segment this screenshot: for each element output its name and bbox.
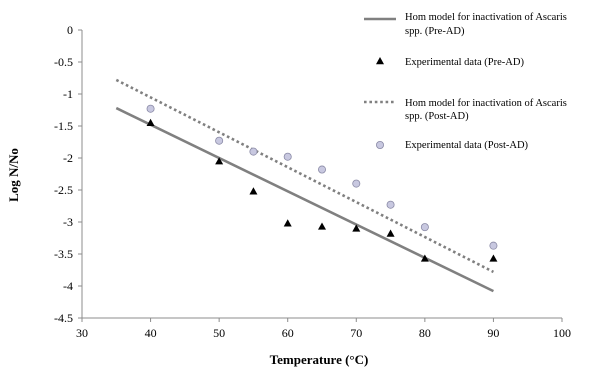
x-tick-label: 30: [76, 326, 88, 340]
series-line: [115, 78, 495, 274]
data-point: [489, 241, 498, 250]
y-tick-label: -3: [63, 215, 73, 229]
series-layer: [115, 78, 498, 293]
y-tick-label: -2.5: [54, 183, 73, 197]
series-2: [115, 78, 495, 274]
tick-labels: 30 40 50 60 70 80 90 100 0 -0.5 -1 -1.5 -2 -2.5 -3 -3.5…: [54, 23, 571, 340]
data-point: [489, 254, 498, 262]
y-axis-title: Log N/No: [6, 148, 21, 202]
y-tick-label: -0.5: [54, 55, 73, 69]
data-point: [283, 152, 292, 161]
data-point: [352, 179, 361, 188]
x-tick-label: 40: [145, 326, 157, 340]
legend-marker-swatch: [376, 57, 384, 65]
x-tick-label: 70: [350, 326, 362, 340]
x-tick-label: 80: [419, 326, 431, 340]
legend: Hom model for inactivation of Ascaris spp…: [364, 12, 567, 151]
y-tick-label: -1: [63, 87, 73, 101]
legend-label: spp. (Pre-AD): [405, 26, 465, 37]
y-tick-label: -2: [63, 151, 73, 165]
x-tick-label: 100: [553, 326, 571, 340]
legend-label: spp. (Post-AD): [405, 111, 469, 122]
legend-entry-1: Experimental data (Pre-AD): [376, 57, 524, 68]
data-point: [215, 157, 224, 165]
legend-label: Hom model for inactivation of Ascaris: [405, 98, 567, 109]
data-point: [249, 187, 258, 195]
x-tick-label: 90: [487, 326, 499, 340]
series-0: [115, 106, 494, 293]
y-tick-label: -4: [63, 279, 73, 293]
data-point: [249, 147, 258, 156]
axes: [78, 29, 563, 322]
x-tick-label: 60: [282, 326, 294, 340]
y-tick-label: 0: [67, 23, 73, 37]
data-point: [283, 219, 292, 227]
data-point: [352, 224, 361, 232]
series-3: [146, 104, 498, 250]
series-line: [115, 106, 494, 293]
y-tick-label: -3.5: [54, 247, 73, 261]
data-point: [420, 223, 429, 232]
data-point: [146, 118, 155, 126]
legend-marker-swatch: [375, 140, 384, 149]
data-point: [420, 254, 429, 262]
x-tick-label: 50: [213, 326, 225, 340]
x-axis-title: Temperature (°C): [270, 352, 369, 367]
y-tick-label: -4.5: [54, 311, 73, 325]
legend-entry-0: Hom model for inactivation of Ascaris spp…: [364, 12, 567, 37]
legend-label: Experimental data (Post-AD): [405, 140, 529, 151]
legend-entry-2: Hom model for inactivation of Ascaris spp…: [364, 98, 567, 122]
data-point: [318, 222, 326, 230]
legend-entry-3: Experimental data (Post-AD): [375, 140, 529, 151]
legend-label: Hom model for inactivation of Ascaris: [405, 12, 567, 23]
y-tick-label: -1.5: [54, 119, 73, 133]
data-point: [386, 200, 395, 209]
data-point: [146, 104, 155, 113]
series-1: [146, 118, 498, 262]
data-point: [386, 229, 395, 237]
legend-label: Experimental data (Pre-AD): [405, 57, 524, 68]
data-point: [317, 165, 326, 174]
data-point: [215, 136, 224, 145]
